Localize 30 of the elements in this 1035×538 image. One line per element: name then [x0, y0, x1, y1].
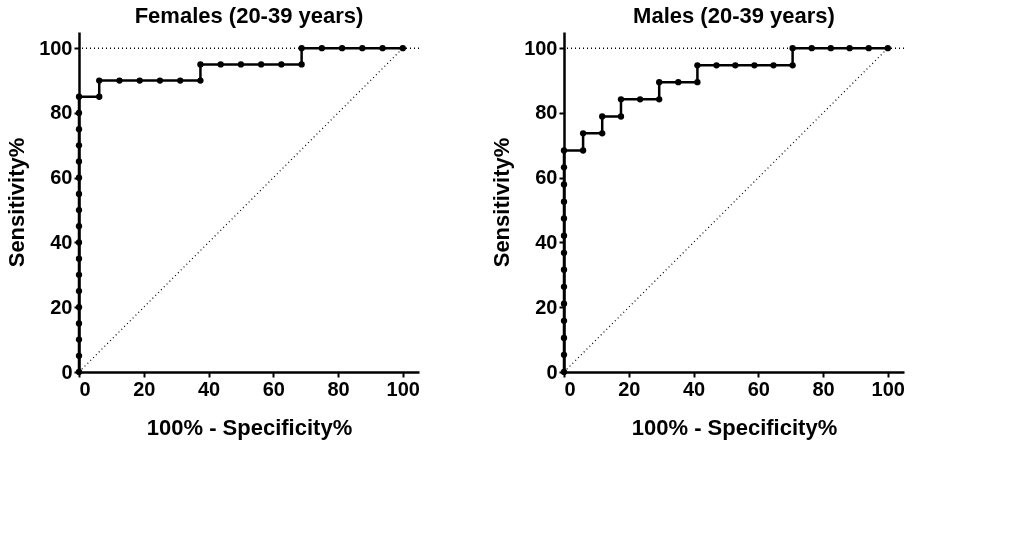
x-tick-label: 80 [327, 377, 350, 400]
x-tick-label: 20 [133, 377, 156, 400]
y-tick-label: 0 [61, 360, 73, 383]
x-tick-label: 60 [262, 377, 285, 400]
x-tick-label: 20 [618, 377, 641, 400]
x-tick-label: 40 [682, 377, 706, 400]
y-axis-title: Sensitivity% [489, 137, 515, 268]
y-tick-label: 100 [524, 36, 558, 59]
x-tick-label: 100 [386, 377, 420, 400]
y-tick-label: 0 [546, 360, 558, 383]
y-tick-label: 100 [39, 36, 73, 59]
y-tick-label: 80 [535, 101, 558, 124]
x-tick-label: 60 [747, 377, 770, 400]
x-axis-title: 100% - Specificity% [631, 414, 838, 440]
y-tick-label: 60 [50, 166, 73, 189]
y-tick-label: 60 [535, 166, 558, 189]
y-axis-title: Sensitivity% [4, 137, 30, 268]
x-tick-label: 0 [564, 377, 576, 400]
y-tick-label: 20 [535, 295, 558, 318]
x-tick-label: 0 [79, 377, 91, 400]
y-tick-label: 40 [50, 230, 73, 253]
y-tick-label: 20 [50, 295, 73, 318]
y-tick-label: 80 [50, 101, 73, 124]
chart-title: Females (20-39 years) [134, 3, 364, 28]
x-tick-label: 40 [197, 377, 221, 400]
x-axis-title: 100% - Specificity% [146, 414, 353, 440]
x-tick-label: 100 [871, 377, 905, 400]
x-tick-label: 80 [812, 377, 835, 400]
y-tick-label: 40 [535, 230, 558, 253]
chart-title: Males (20-39 years) [633, 3, 835, 28]
